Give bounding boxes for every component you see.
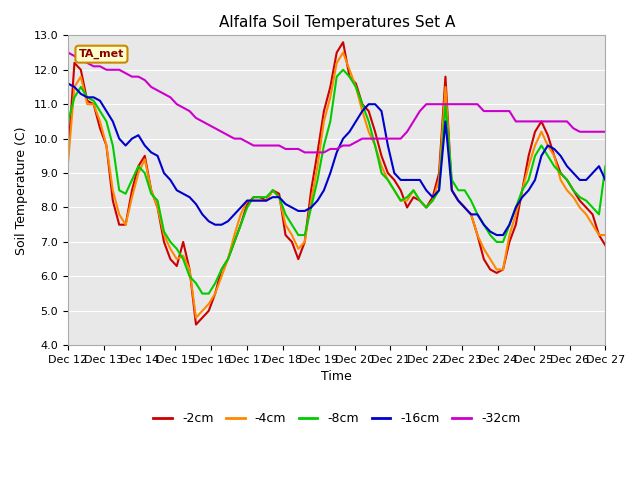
-16cm (64, 81, 72, 86)
-4cm (64, 160, 72, 166)
Text: TA_met: TA_met (79, 49, 124, 60)
-4cm (256, 198, 264, 204)
-32cm (576, 129, 584, 134)
-4cm (582, 212, 590, 217)
-16cm (602, 177, 609, 183)
Y-axis label: Soil Temperature (C): Soil Temperature (C) (15, 126, 28, 254)
-4cm (230, 232, 238, 238)
-16cm (576, 177, 584, 183)
-32cm (339, 143, 347, 148)
-32cm (154, 87, 161, 93)
-8cm (64, 119, 72, 124)
-8cm (256, 194, 264, 200)
-8cm (237, 222, 244, 228)
-2cm (256, 194, 264, 200)
-2cm (602, 242, 609, 248)
-2cm (582, 204, 590, 210)
-8cm (230, 239, 238, 245)
-4cm (237, 212, 244, 217)
-32cm (250, 143, 257, 148)
-16cm (333, 150, 340, 156)
-2cm (237, 222, 244, 228)
-2cm (192, 322, 200, 327)
-2cm (154, 204, 161, 210)
Line: -4cm: -4cm (68, 52, 605, 318)
-16cm (224, 218, 232, 224)
-32cm (64, 49, 72, 55)
-2cm (346, 74, 353, 80)
-8cm (346, 74, 353, 80)
-32cm (230, 136, 238, 142)
-16cm (493, 232, 500, 238)
-4cm (346, 67, 353, 72)
-32cm (224, 132, 232, 138)
Line: -2cm: -2cm (68, 42, 605, 324)
-4cm (154, 204, 161, 210)
-32cm (602, 129, 609, 134)
-4cm (192, 315, 200, 321)
-16cm (154, 153, 161, 159)
-8cm (339, 67, 347, 72)
-4cm (339, 49, 347, 55)
X-axis label: Time: Time (321, 371, 352, 384)
-8cm (198, 291, 206, 297)
Line: -32cm: -32cm (68, 52, 605, 153)
-8cm (582, 198, 590, 204)
Title: Alfalfa Soil Temperatures Set A: Alfalfa Soil Temperatures Set A (218, 15, 455, 30)
-8cm (602, 163, 609, 169)
-2cm (230, 239, 238, 245)
-16cm (230, 212, 238, 217)
Line: -8cm: -8cm (68, 70, 605, 294)
-4cm (602, 232, 609, 238)
-2cm (64, 153, 72, 159)
-16cm (250, 198, 257, 204)
-8cm (154, 198, 161, 204)
Line: -16cm: -16cm (68, 84, 605, 235)
Legend: -2cm, -4cm, -8cm, -16cm, -32cm: -2cm, -4cm, -8cm, -16cm, -32cm (148, 407, 525, 430)
-32cm (301, 150, 308, 156)
-2cm (339, 39, 347, 45)
